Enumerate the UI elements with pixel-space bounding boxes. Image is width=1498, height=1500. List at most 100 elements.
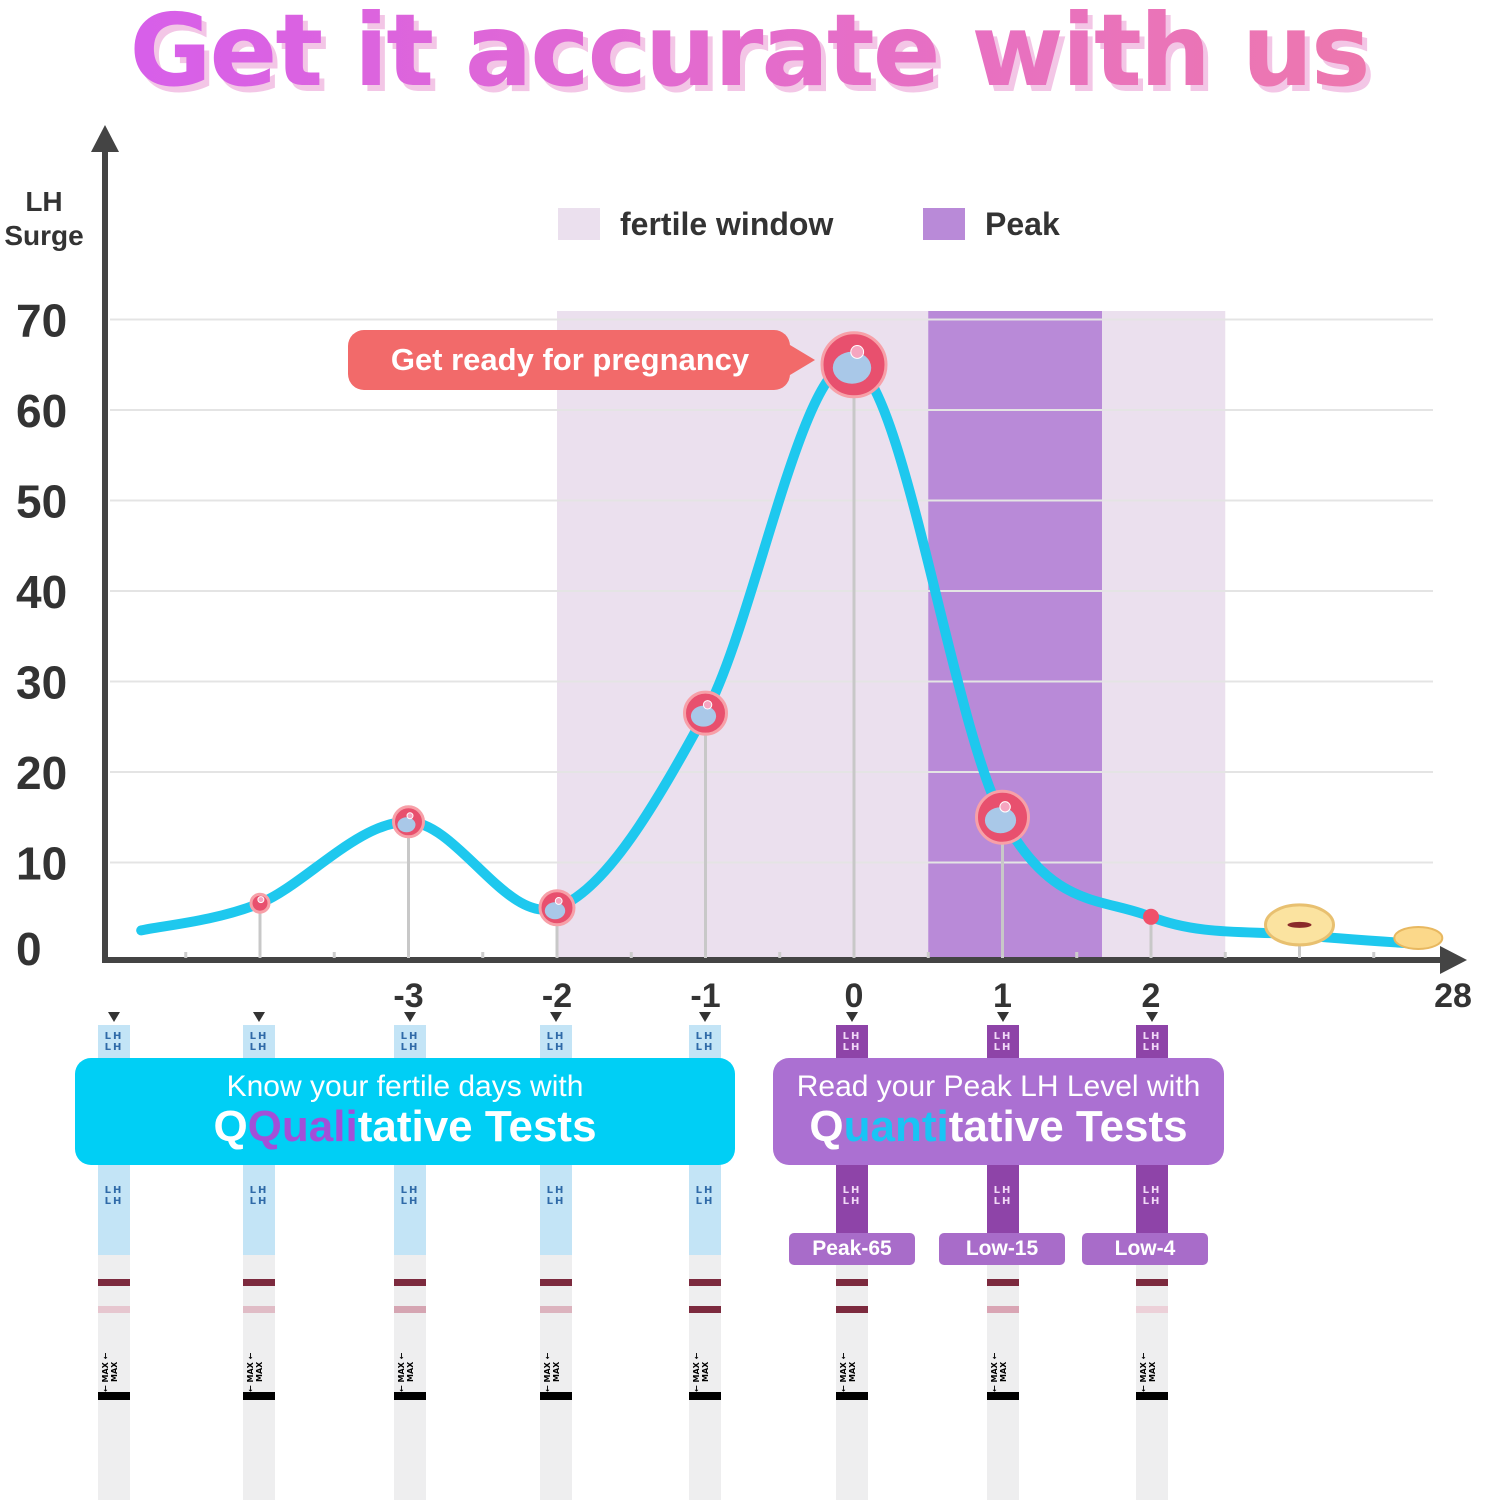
test-line [394, 1306, 426, 1313]
legend-label: fertile window [620, 206, 833, 242]
max-line [98, 1392, 130, 1400]
x-tick-label: 0 [845, 977, 864, 1010]
quantitative-line1: Read your Peak LH Level with [796, 1070, 1201, 1103]
lh-chart: 010203040506070LHSurge-3-2-101228(Day)fe… [4, 125, 1472, 1010]
corpus-albicans-icon [1393, 925, 1444, 950]
egg-cell-icon [832, 351, 872, 384]
corpus-luteum-center [1287, 921, 1312, 928]
max-line [987, 1392, 1019, 1400]
egg-nucleus-icon [257, 896, 265, 904]
egg-cell-icon [690, 705, 717, 727]
egg-nucleus-icon [999, 801, 1011, 813]
max-marker-text: ← MAX ← MAX [990, 1352, 1008, 1392]
y-tick-label: 20 [16, 747, 67, 799]
qualitative-line1: Know your fertile days with [226, 1070, 584, 1103]
y-tick-label: 60 [16, 385, 67, 437]
fertile-window-region [557, 311, 1226, 958]
y-axis-label: Surge [4, 220, 83, 251]
egg-nucleus-icon [702, 700, 713, 710]
egg-cell-icon [984, 807, 1017, 834]
qualitative-banner: Know your fertile days with QQualitative… [75, 1058, 735, 1165]
level-label-peak: Peak-65 [789, 1233, 915, 1265]
x-tick-label: -1 [690, 977, 720, 1010]
max-line [836, 1392, 868, 1400]
strip-pointer-icon [997, 1012, 1009, 1022]
max-marker-text: ← MAX ← MAX [692, 1352, 710, 1392]
control-line [394, 1279, 426, 1286]
y-axis-arrow-icon [91, 125, 119, 152]
max-line [1136, 1392, 1168, 1400]
max-marker-text: ← MAX ← MAX [101, 1352, 119, 1392]
max-line [394, 1392, 426, 1400]
strip-brand-text: LH LH [1142, 1031, 1162, 1053]
test-line [836, 1306, 868, 1313]
strip-pointer-icon [1146, 1012, 1158, 1022]
egg-cell-icon [544, 902, 566, 920]
control-line [540, 1279, 572, 1286]
callout-pointer [785, 342, 815, 378]
egg-nucleus-icon [850, 345, 865, 359]
quantitative-highlight: uanti [843, 1102, 949, 1151]
x-tick-label: 2 [1142, 977, 1161, 1010]
max-marker-text: ← MAX ← MAX [246, 1352, 264, 1392]
page-title: Get it accurate with us [0, 0, 1498, 109]
control-line [243, 1279, 275, 1286]
test-line [987, 1306, 1019, 1313]
callout-text: Get ready for pregnancy [391, 342, 750, 377]
lh-curve [136, 359, 1424, 949]
max-line [689, 1392, 721, 1400]
test-line [98, 1306, 130, 1313]
x-axis-arrow-icon [1440, 946, 1467, 974]
y-tick-label: 70 [16, 295, 67, 347]
y-tick-label: 40 [16, 566, 67, 618]
quantitative-rest: tative Tests [948, 1102, 1188, 1151]
y-tick-label: 0 [16, 923, 42, 975]
strip-brand-text: LH LH [104, 1031, 124, 1053]
strip-pointer-icon [108, 1012, 120, 1022]
test-line [540, 1306, 572, 1313]
legend-swatch [558, 208, 600, 240]
qualitative-highlight: Quali [247, 1102, 358, 1151]
strip-brand-text: LH LH [400, 1031, 420, 1053]
strip-brand-text: LH LH [249, 1031, 269, 1053]
control-line [689, 1279, 721, 1286]
level-label-low15: Low-15 [939, 1233, 1065, 1265]
x-tick-label: 1 [993, 977, 1012, 1010]
test-line [689, 1306, 721, 1313]
strip-brand-text: LH LH [842, 1031, 862, 1053]
strip-brand-text: LH LH [400, 1185, 420, 1207]
quantitative-q: Q [809, 1102, 844, 1151]
y-tick-label: 10 [16, 838, 67, 890]
peak-region [928, 311, 1102, 958]
x-tick-label: -3 [393, 977, 423, 1010]
legend-label: Peak [985, 206, 1060, 242]
max-line [540, 1392, 572, 1400]
strip-brand-text: LH LH [695, 1031, 715, 1053]
max-marker-text: ← MAX ← MAX [543, 1352, 561, 1392]
level-label-low4: Low-4 [1082, 1233, 1208, 1265]
max-marker-text: ← MAX ← MAX [839, 1352, 857, 1392]
control-line [987, 1279, 1019, 1286]
y-tick-label: 50 [16, 476, 67, 528]
strip-brand-text: LH LH [993, 1185, 1013, 1207]
strip-brand-text: LH LH [842, 1185, 862, 1207]
qualitative-rest: tative Tests [357, 1102, 597, 1151]
data-point [1143, 908, 1159, 925]
control-line [98, 1279, 130, 1286]
max-marker-text: ← MAX ← MAX [397, 1352, 415, 1392]
x-tick-label: -2 [542, 977, 572, 1010]
test-line [1136, 1306, 1168, 1313]
control-line [1136, 1279, 1168, 1286]
strip-brand-text: LH LH [249, 1185, 269, 1207]
egg-marker-icon [249, 892, 271, 914]
strip-pointer-icon [404, 1012, 416, 1022]
max-line [243, 1392, 275, 1400]
x-tick-label: 28 [1434, 977, 1472, 1010]
strip-pointer-icon [699, 1012, 711, 1022]
qualitative-line2: QQualitative Tests [75, 1104, 735, 1150]
control-line [836, 1279, 868, 1286]
egg-nucleus-icon [554, 897, 563, 905]
strip-pointer-icon [550, 1012, 562, 1022]
quantitative-line2: Quantitative Tests [773, 1104, 1224, 1150]
y-tick-label: 30 [16, 657, 67, 709]
